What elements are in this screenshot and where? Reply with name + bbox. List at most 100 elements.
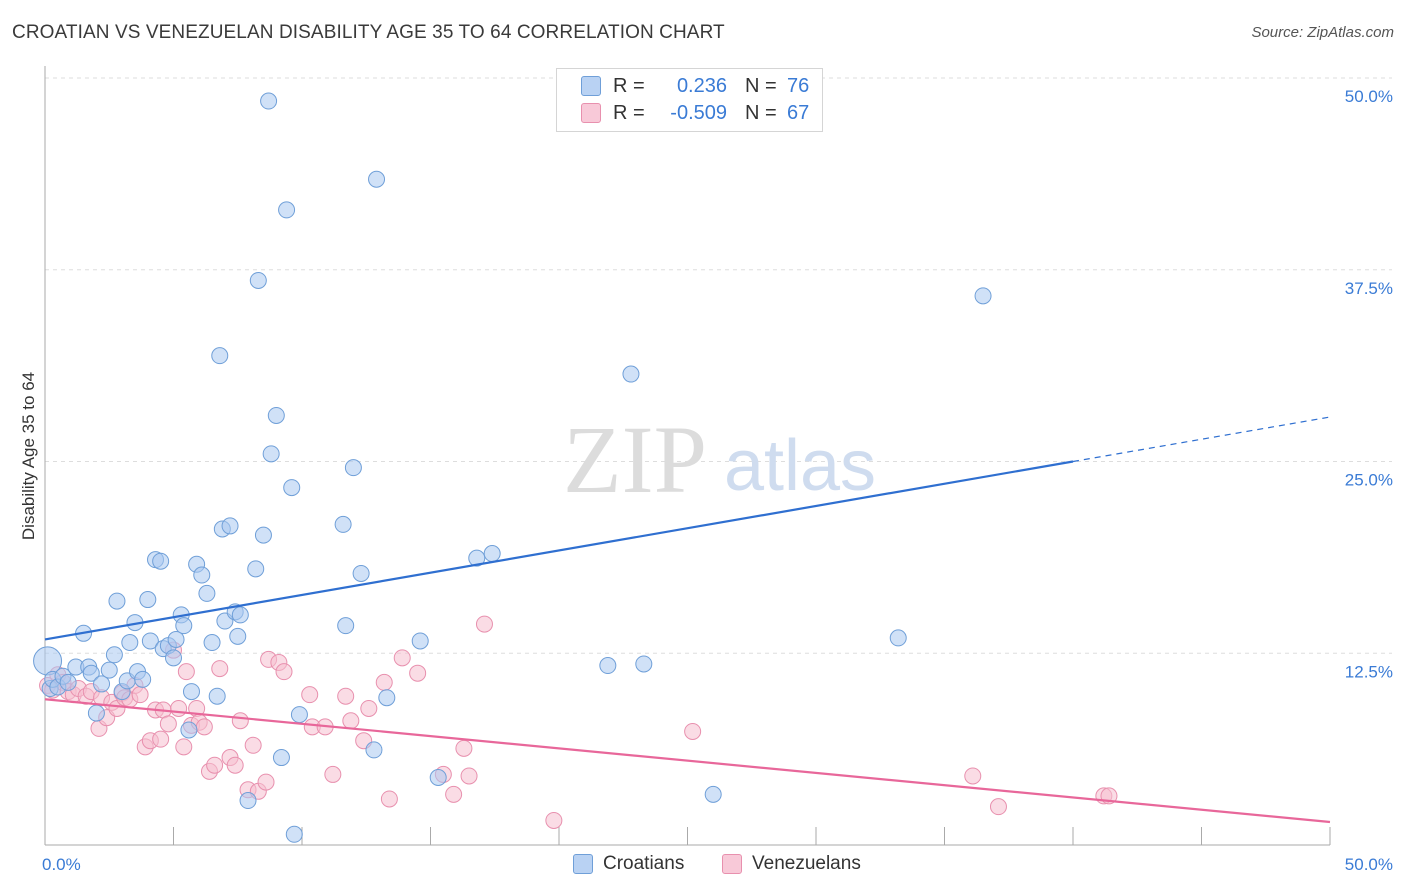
venezuelan-point	[989, 798, 1007, 816]
venezuelans-legend-label: Venezuelans	[752, 853, 861, 874]
croatian-point	[368, 170, 386, 188]
croatian-point	[134, 670, 152, 688]
venezuelan-point	[131, 686, 149, 704]
croatian-point	[180, 721, 198, 739]
croatian-point	[208, 687, 226, 705]
croatian-point	[193, 566, 211, 584]
venezuelan-point	[226, 756, 244, 774]
croatian-point	[221, 517, 239, 535]
croatian-point	[59, 673, 77, 691]
croatian-point	[272, 749, 290, 767]
croatian-point	[87, 704, 105, 722]
venezuelan-point	[964, 767, 982, 785]
venezuelan-point	[244, 736, 262, 754]
n-label: N =	[745, 101, 777, 124]
croatians-swatch	[581, 76, 601, 96]
r-label: R =	[613, 101, 645, 124]
x-tick-label: 0.0%	[42, 855, 81, 874]
venezuelan-point	[275, 663, 293, 681]
croatian-point	[262, 445, 280, 463]
venezuelan-point	[337, 687, 355, 705]
venezuelans-swatch	[581, 103, 601, 123]
croatian-point	[334, 515, 352, 533]
venezuelan-point	[152, 730, 170, 748]
legend-row-venezuelans: R = -0.509 N = 67	[581, 100, 809, 126]
croatian-point	[267, 406, 285, 424]
croatian-point	[82, 664, 100, 682]
croatian-point	[211, 347, 229, 365]
croatian-point	[704, 785, 722, 803]
croatian-point	[105, 646, 123, 664]
croatian-point	[249, 271, 267, 289]
croatian-point	[483, 545, 501, 563]
venezuelan-point	[257, 773, 275, 791]
source-label: Source: ZipAtlas.com	[1251, 24, 1394, 41]
croatian-point	[635, 655, 653, 673]
r-value: 0.236	[676, 74, 727, 97]
venezuelan-point	[545, 811, 563, 829]
venezuelan-point	[455, 739, 473, 757]
croatian-point	[108, 592, 126, 610]
croatian-point	[285, 825, 303, 843]
venezuelan-point	[445, 785, 463, 803]
croatian-point	[278, 201, 296, 219]
croatian-point	[622, 365, 640, 383]
legend-venezuelans: Venezuelans	[722, 852, 861, 876]
croatian-point	[152, 552, 170, 570]
croatian-point	[429, 769, 447, 787]
x-tick-label: 50.0%	[1345, 855, 1393, 874]
croatians-trendline	[44, 460, 1074, 641]
y-tick-label: 50.0%	[1345, 87, 1393, 106]
y-axis-label: Disability Age 35 to 64	[19, 372, 38, 540]
venezuelans-trendline	[44, 698, 1331, 824]
croatians-trendline-extension	[1072, 416, 1331, 463]
croatian-point	[203, 634, 221, 652]
croatian-point	[165, 649, 182, 667]
croatian-point	[378, 689, 396, 707]
croatian-point	[352, 564, 370, 582]
legend-row-croatians: R = 0.236 N = 76	[581, 73, 809, 99]
n-value: 67	[787, 101, 810, 124]
r-value: -0.509	[670, 101, 727, 124]
legend-croatians: Croatians	[573, 852, 684, 876]
venezuelan-point	[380, 790, 398, 808]
croatian-point	[468, 549, 486, 567]
croatian-point	[974, 287, 992, 305]
venezuelan-point	[159, 715, 177, 733]
venezuelan-point	[170, 699, 188, 717]
croatian-point	[182, 683, 200, 701]
venezuelan-point	[175, 738, 193, 756]
croatian-point	[141, 632, 159, 650]
venezuelan-point	[684, 722, 702, 740]
croatian-point	[599, 657, 617, 675]
croatian-point	[365, 741, 383, 759]
croatian-point	[260, 92, 278, 110]
venezuelan-point	[409, 664, 427, 682]
croatian-point	[247, 560, 265, 578]
croatian-point	[254, 526, 272, 544]
y-tick-label: 37.5%	[1345, 279, 1393, 298]
venezuelan-point	[393, 649, 411, 667]
croatian-point	[889, 629, 907, 647]
croatian-point	[167, 630, 185, 648]
watermark-zip: ZIP	[563, 406, 707, 513]
croatian-point	[229, 627, 247, 645]
venezuelan-point	[375, 673, 393, 691]
croatian-point	[337, 617, 355, 635]
venezuelan-point	[195, 718, 213, 736]
venezuelan-point	[206, 756, 224, 774]
croatian-point	[198, 584, 216, 602]
croatian-point	[344, 459, 362, 477]
venezuelan-point	[177, 663, 195, 681]
croatian-point	[239, 792, 257, 810]
chart-title: CROATIAN VS VENEZUELAN DISABILITY AGE 35…	[12, 22, 725, 43]
croatian-point	[283, 479, 301, 497]
venezuelan-point	[301, 686, 319, 704]
venezuelan-point	[324, 765, 342, 783]
croatian-point	[139, 591, 157, 609]
y-tick-label: 25.0%	[1345, 471, 1393, 490]
n-label: N =	[745, 74, 777, 97]
croatian-point	[231, 606, 249, 624]
y-tick-label: 12.5%	[1345, 662, 1393, 681]
croatian-point	[290, 706, 308, 724]
